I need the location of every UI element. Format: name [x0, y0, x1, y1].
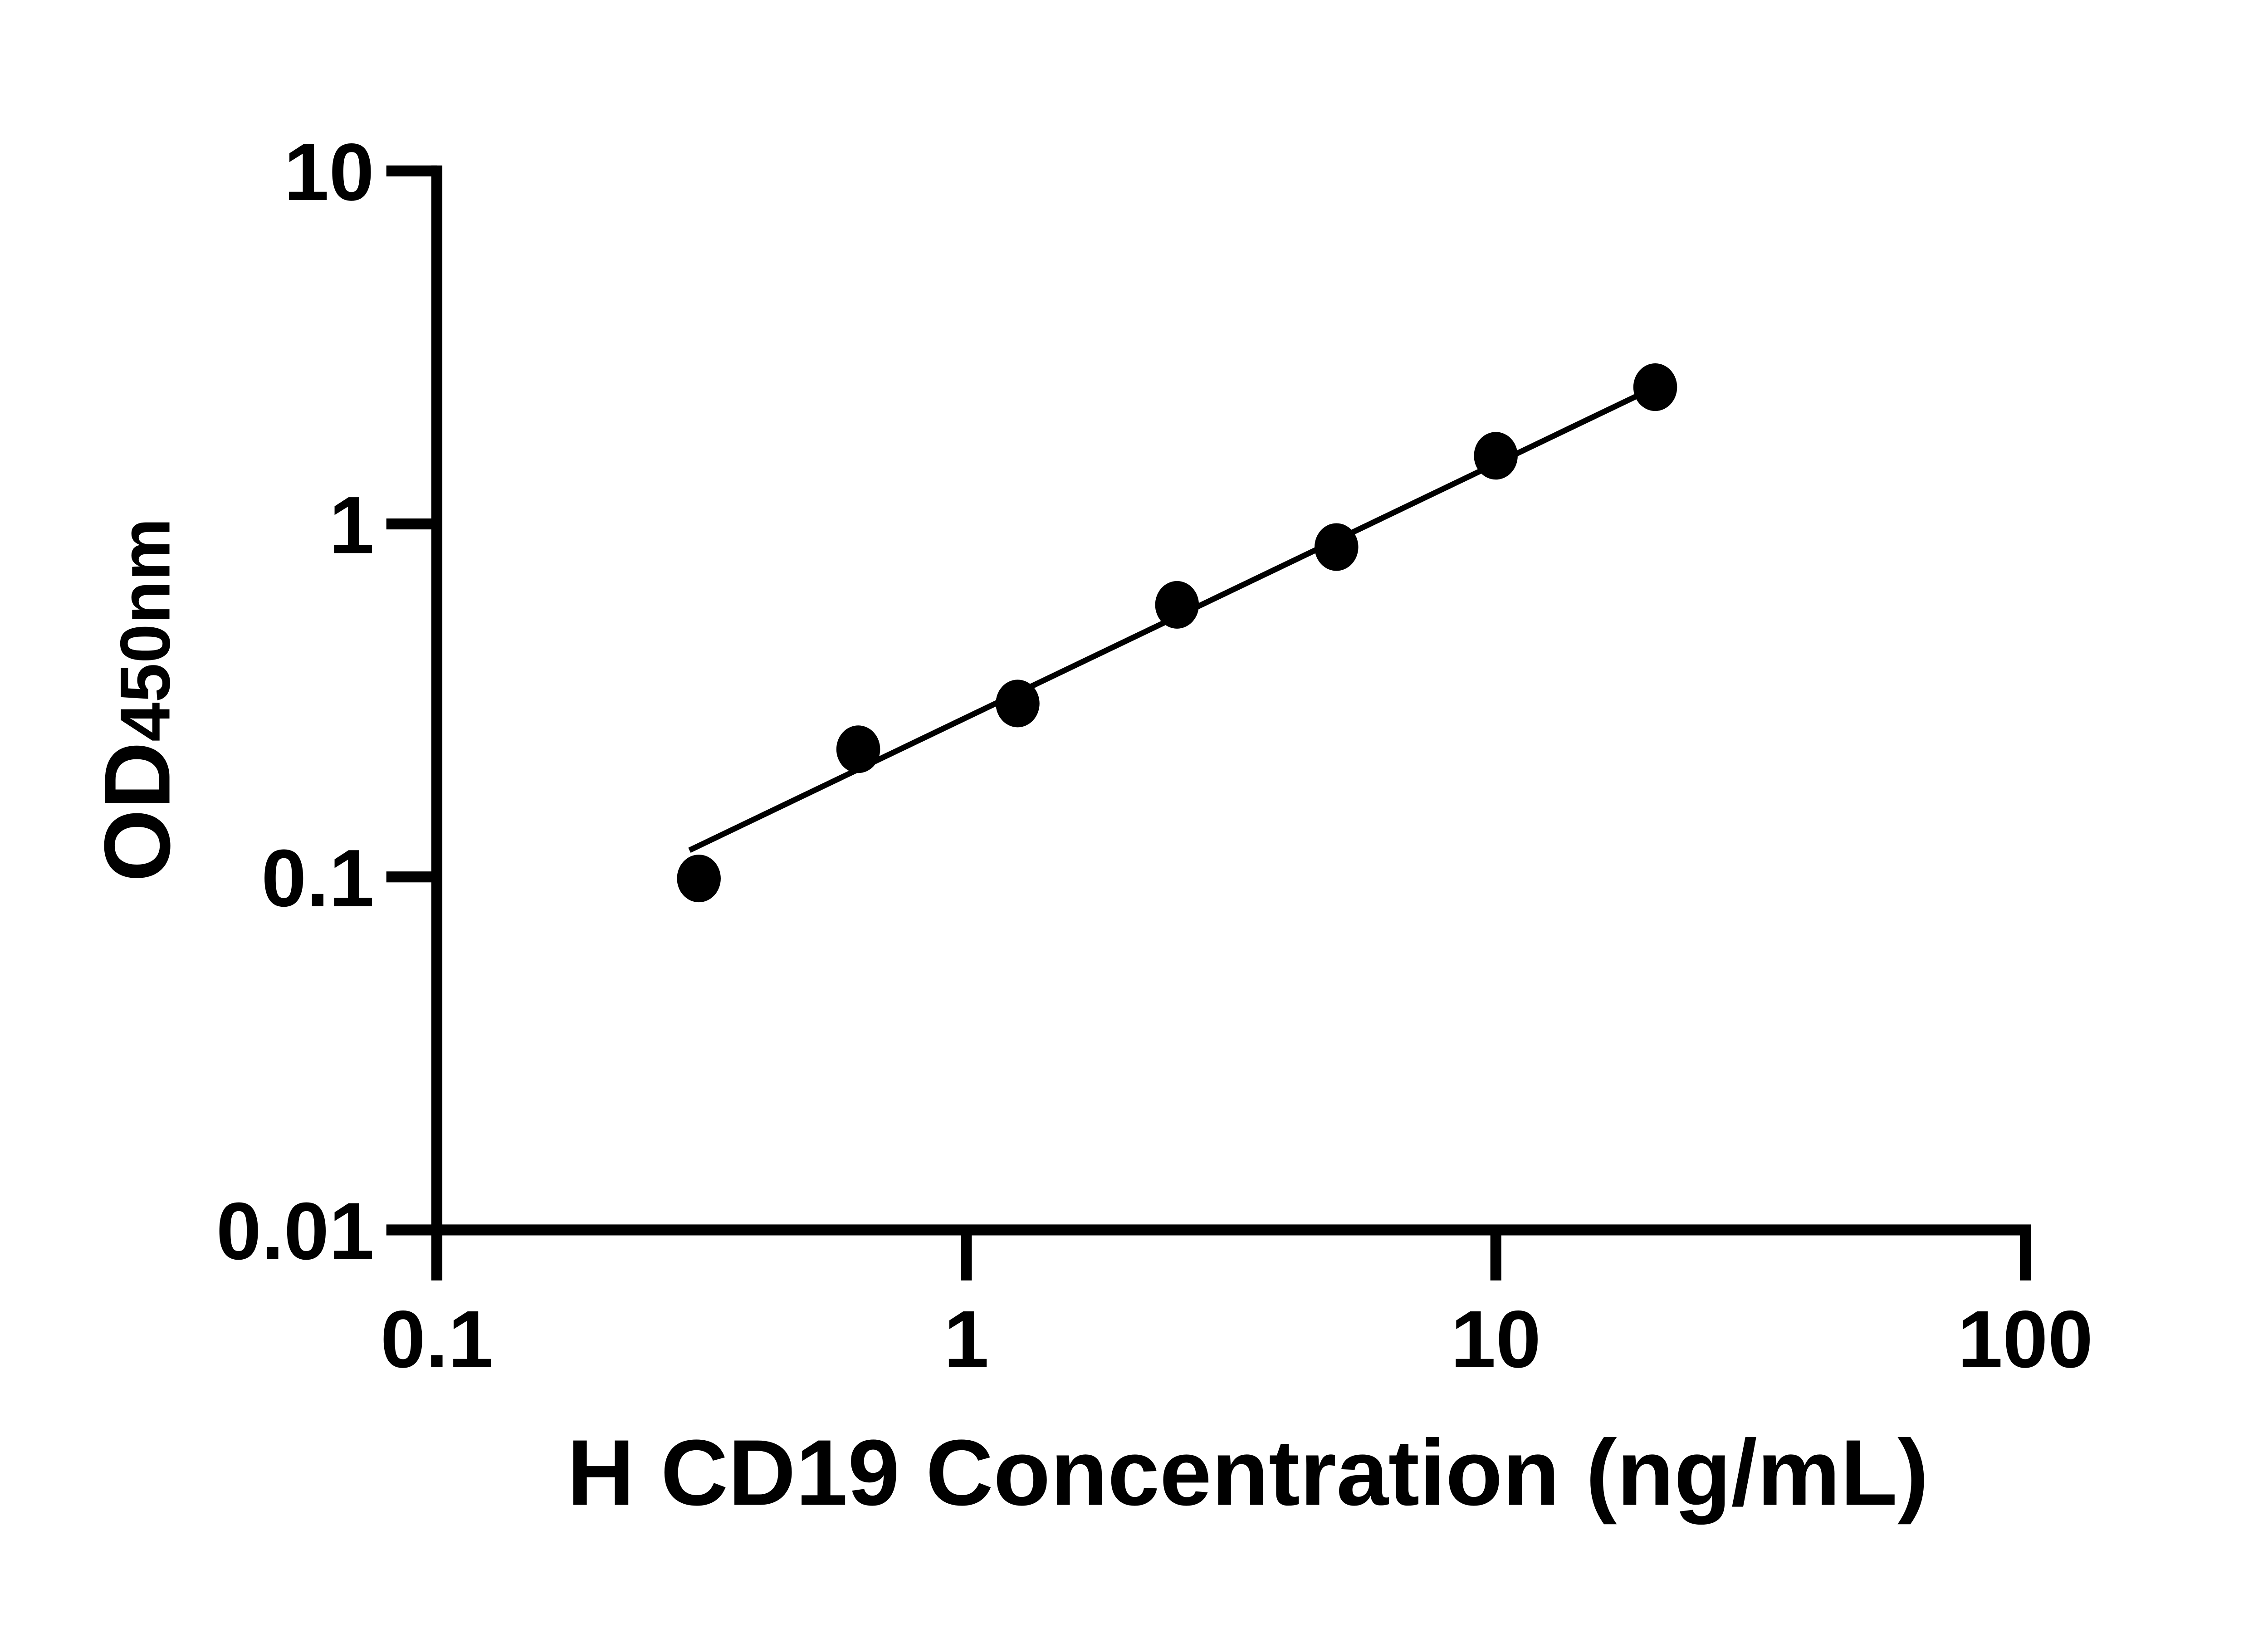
y-axis-tick-label: 0.01 — [216, 1186, 374, 1276]
x-axis-tick-label: 0.1 — [381, 1294, 494, 1384]
data-point — [836, 725, 880, 773]
data-point — [996, 680, 1040, 728]
data-point — [677, 855, 721, 903]
y-axis-title-main: OD — [85, 742, 190, 882]
y-axis-title: OD450nm — [85, 518, 190, 882]
y-axis-title-sub: 450nm — [106, 518, 185, 742]
x-axis-tick-label: 100 — [1958, 1294, 2093, 1384]
x-axis-title: H CD19 Concentration (ng/mL) — [567, 1420, 1929, 1525]
data-point — [1315, 523, 1359, 571]
y-axis-tick-label: 0.1 — [261, 832, 374, 923]
y-axis-tick-label: 10 — [284, 127, 374, 217]
x-axis-tick-label: 1 — [944, 1294, 989, 1384]
data-point — [1155, 581, 1199, 629]
data-point — [1474, 432, 1518, 480]
data-point — [1633, 363, 1677, 411]
x-axis-tick-label: 10 — [1451, 1294, 1541, 1384]
y-axis-tick-label: 1 — [329, 479, 374, 570]
